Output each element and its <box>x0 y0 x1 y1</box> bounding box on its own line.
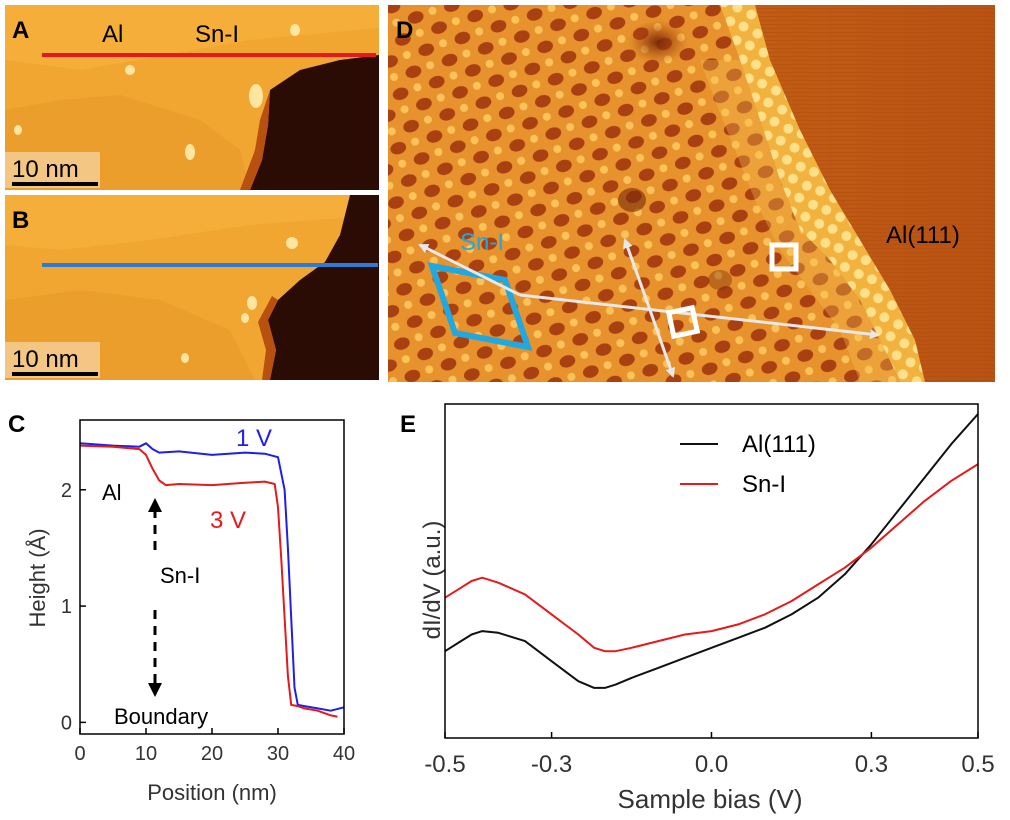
panel-c-xtick-label: 10 <box>135 743 157 765</box>
panel-e-xtick-label: -0.5 <box>424 751 465 778</box>
panel-c-axes <box>79 419 345 735</box>
panel-a-label-sn: Sn-I <box>195 21 239 48</box>
panel-e-axes <box>444 403 979 739</box>
panel-c-xtick-label: 40 <box>333 743 355 765</box>
panel-c-series-1-line <box>79 444 338 718</box>
legend-label-sn: Sn-I <box>742 471 786 498</box>
panel-c-xtick-label: 0 <box>74 743 85 765</box>
panel-c-xtick-label: 20 <box>201 743 223 765</box>
panel-e-series-0-line <box>444 413 979 689</box>
panel-e-xtick-label: 0.0 <box>695 751 728 778</box>
panel-c-annot-al: Al <box>102 480 122 505</box>
panel-e-letter: E <box>400 411 416 438</box>
panel-d-arrow-cross-up <box>622 238 652 311</box>
panel-c-letter: C <box>8 411 25 438</box>
panel-d-label-al: Al(111) <box>886 222 960 249</box>
panel-c-ylabel: Height (Å) <box>25 528 50 627</box>
panel-d-marker-1 <box>769 242 799 272</box>
panel-d-letter: D <box>396 17 413 44</box>
panel-e-xlabel: Sample bias (V) <box>618 784 803 814</box>
panel-c-ytick-label: 0 <box>61 712 72 734</box>
panel-e-xtick-label: 0.5 <box>961 751 994 778</box>
panel-c-ytick-label: 2 <box>61 480 72 502</box>
panel-a-scale-label: 10 nm <box>12 156 79 183</box>
panel-e-ylabel: dI/dV (a.u.) <box>419 521 446 640</box>
panel-c-series-0-line <box>79 442 345 712</box>
legend-label-al: Al(111) <box>742 431 816 458</box>
panel-d-arrow-long-right <box>519 293 880 340</box>
panel-a-label-al: Al <box>102 21 123 48</box>
panel-d-stm-image <box>388 5 995 382</box>
panel-d-arrow-long <box>418 243 521 297</box>
panel-c-xtick-label: 30 <box>267 743 289 765</box>
panel-c-annot-sn: Sn-I <box>160 563 200 588</box>
panel-c-xlabel: Position (nm) <box>147 780 277 805</box>
panel-c-annot-boundary: Boundary <box>114 704 208 729</box>
panel-d-arrow-cross-down <box>648 309 676 378</box>
panel-d-marker-2 <box>665 304 701 340</box>
panel-c-label-1v: 1 V <box>236 425 272 452</box>
panel-e-xtick-label: 0.3 <box>855 751 888 778</box>
panel-c-label-3v: 3 V <box>210 507 246 534</box>
panel-b-letter: B <box>12 207 29 234</box>
panel-b-scale-label: 10 nm <box>12 346 79 373</box>
panel-c-ytick-label: 1 <box>61 596 72 618</box>
panel-d-label-sn: Sn-I <box>460 229 504 256</box>
panel-a-letter: A <box>12 17 29 44</box>
panel-e-xtick-label: -0.3 <box>531 751 572 778</box>
panel-e-series-1-line <box>444 463 979 653</box>
